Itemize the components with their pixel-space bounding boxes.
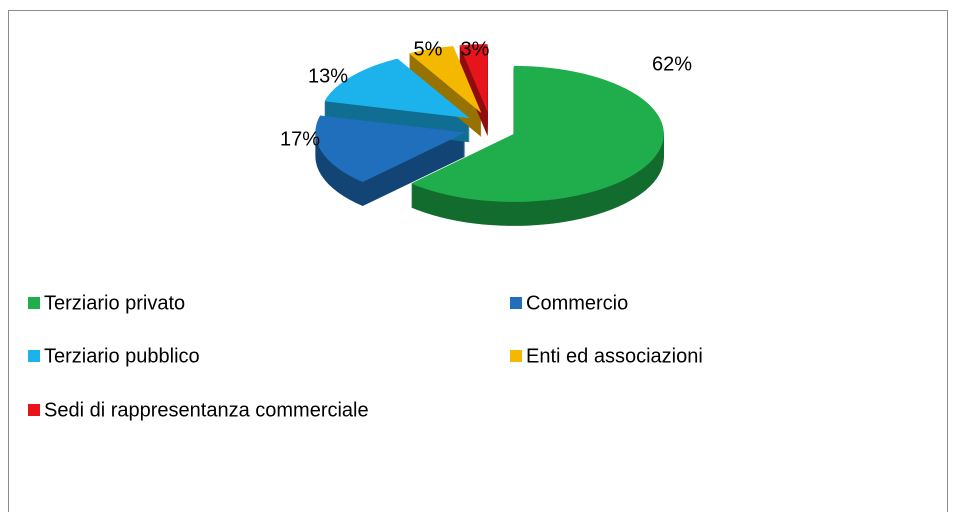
legend-swatch	[510, 297, 522, 309]
legend-label: Terziario privato	[44, 292, 185, 314]
legend-label: Sedi di rappresentanza commerciale	[44, 399, 369, 421]
legend-label: Enti ed associazioni	[526, 345, 703, 367]
legend-label: Commercio	[526, 292, 628, 314]
slice	[459, 44, 488, 113]
slice	[411, 65, 664, 202]
legend-swatch	[28, 350, 40, 362]
legend-label: Terziario pubblico	[44, 345, 200, 367]
data-label: 3%	[461, 38, 490, 60]
slice	[324, 58, 470, 119]
legend-swatch	[28, 297, 40, 309]
slice	[315, 115, 466, 183]
legend-swatch	[28, 404, 40, 416]
slice	[409, 46, 482, 113]
legend-swatch	[510, 350, 522, 362]
data-label: 62%	[652, 53, 692, 75]
data-label: 5%	[414, 38, 443, 60]
data-label: 13%	[308, 65, 348, 87]
data-label: 17%	[280, 128, 320, 150]
